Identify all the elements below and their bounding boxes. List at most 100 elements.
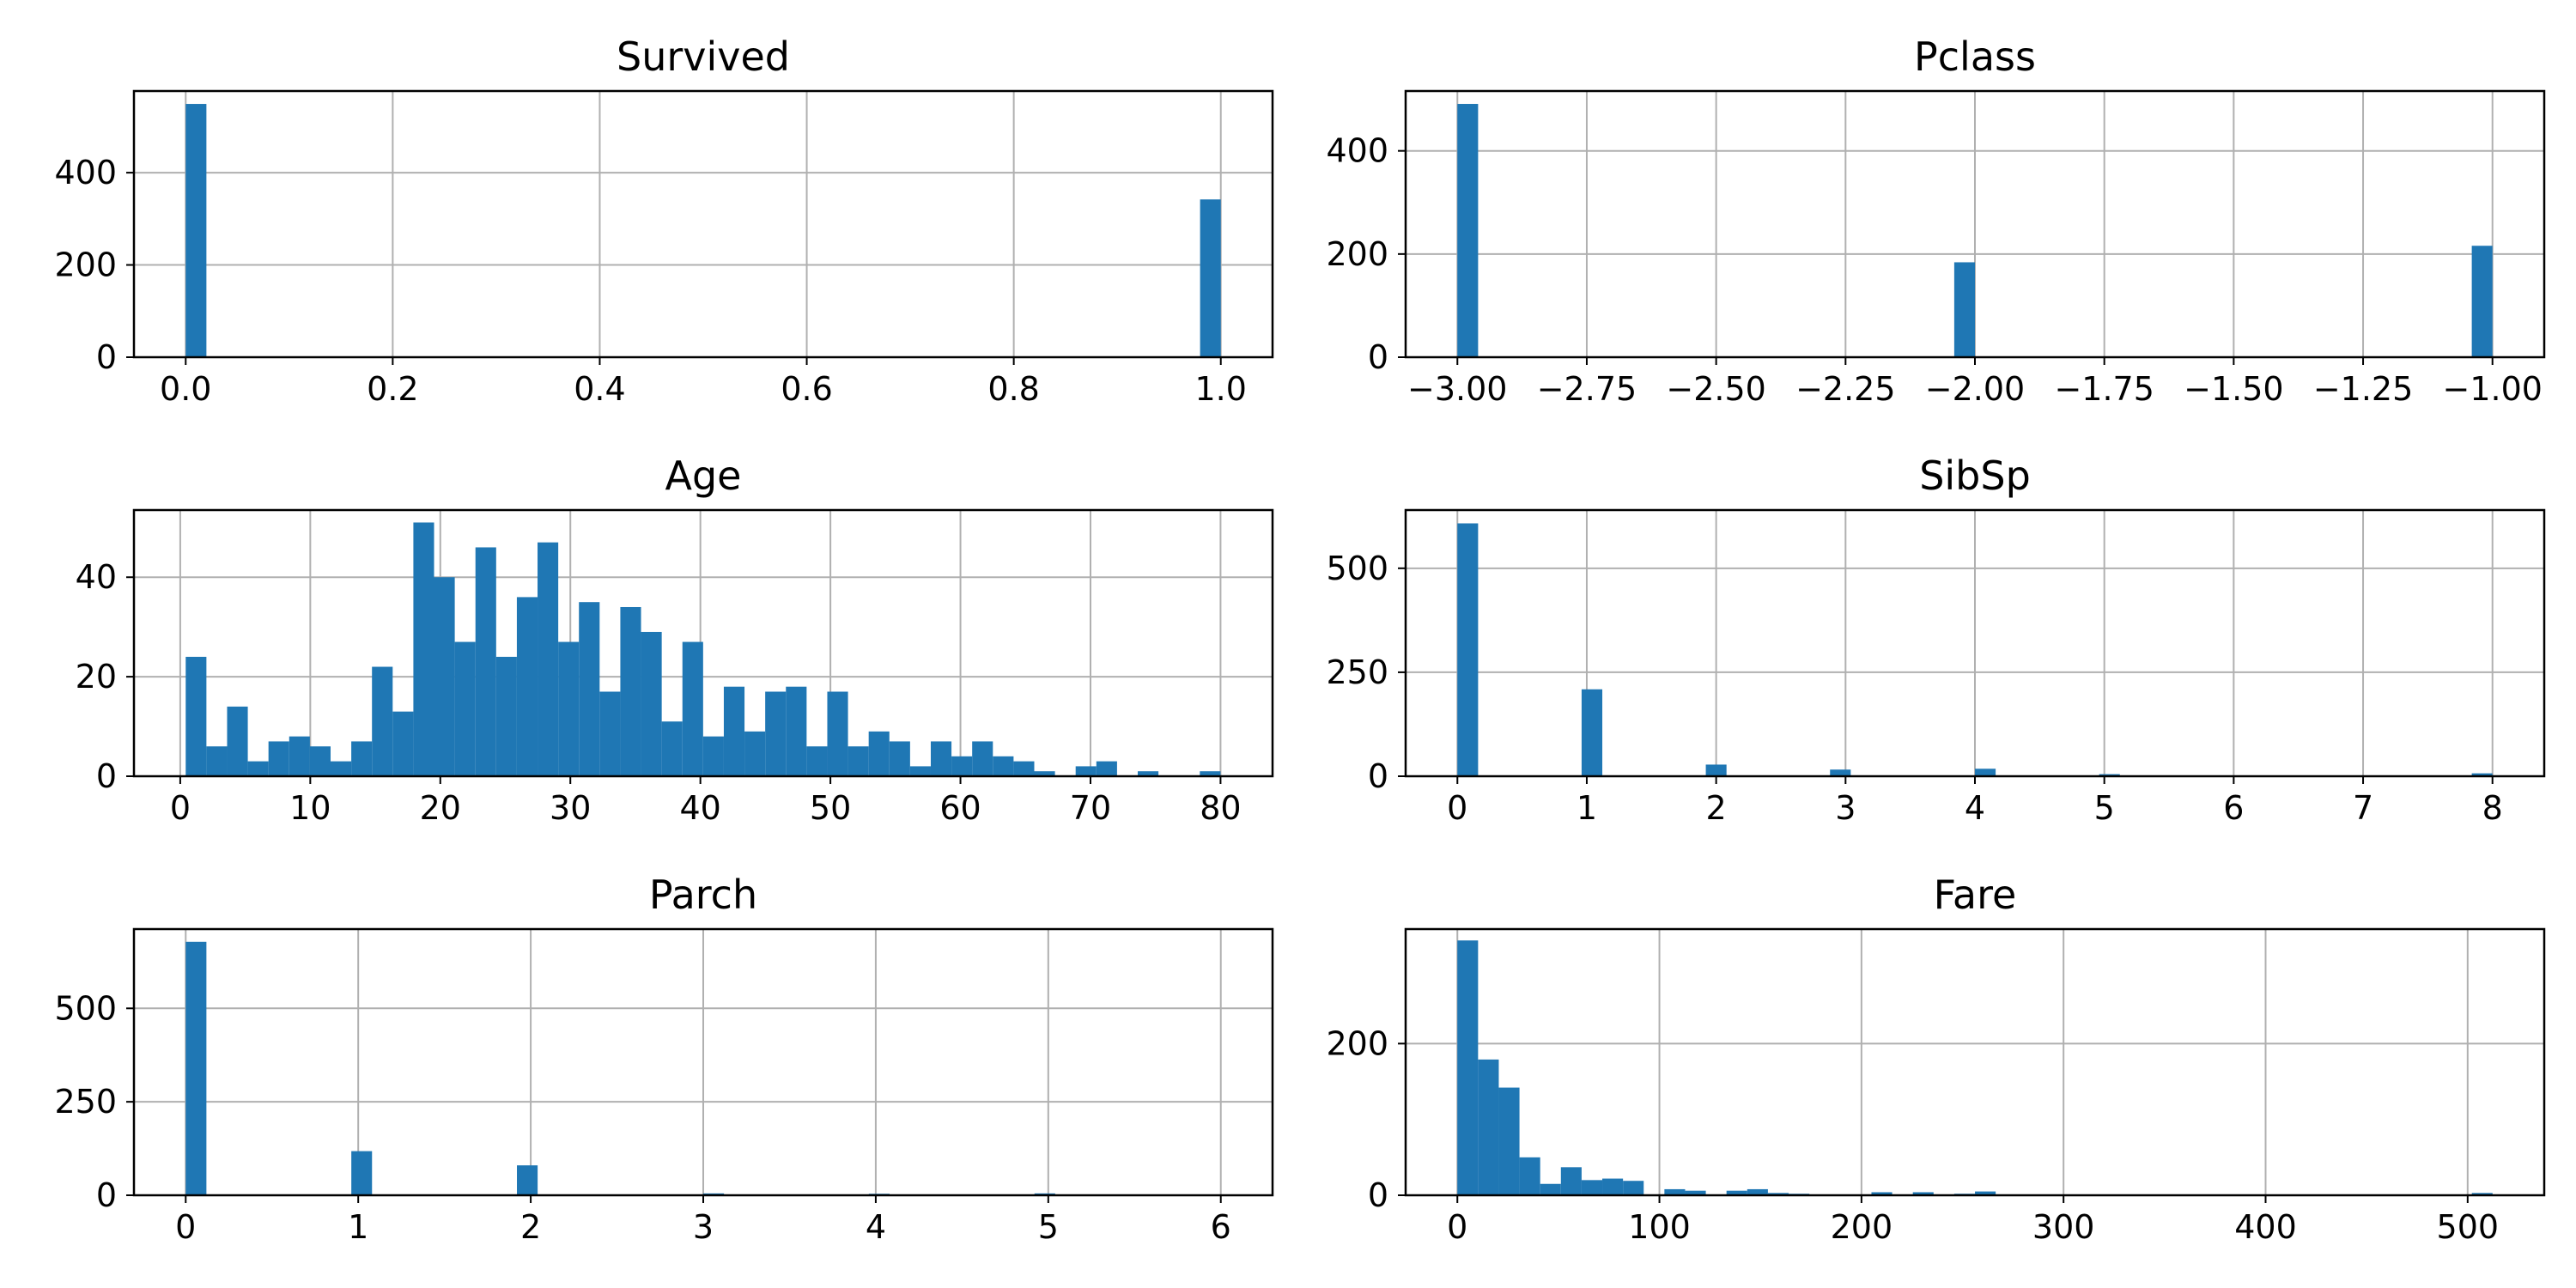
subplot-pclass: −3.00 −2.75 −2.50 −2.25 −2.00 −1.75 −1.50 −1.25… (1326, 33, 2546, 408)
sibsp-ytick-label: 0 (1368, 757, 1388, 795)
parch-ytick-label: 0 (96, 1176, 117, 1214)
pclass-ytick-label: 0 (1368, 338, 1388, 376)
pclass-xtick-label: −2.25 (1795, 370, 1895, 408)
fare-bar (1519, 1157, 1540, 1195)
age-bar (951, 756, 973, 776)
age-bar (723, 686, 745, 776)
age-bar (682, 641, 703, 776)
subplot-fare: 0 100 200 300 400 500 0 200 Fare (1326, 872, 2546, 1246)
age-bar (889, 741, 910, 776)
fare-bar (1581, 1180, 1603, 1195)
age-ytick-label: 40 (76, 558, 117, 596)
age-bar (372, 666, 393, 776)
age-bar (454, 641, 476, 776)
pclass-title: Pclass (1914, 33, 2036, 80)
pclass-bar (2471, 246, 2493, 357)
subplot-age: 0 10 20 30 40 50 60 70 80 0 20 40 Age (76, 453, 1274, 827)
pclass-xtick-label: −1.25 (2313, 370, 2413, 408)
age-bar (247, 761, 269, 776)
sibsp-bar (1705, 764, 1727, 776)
age-bar (661, 721, 683, 776)
sibsp-bar (1457, 523, 1479, 776)
sibsp-ytick-label: 500 (1326, 550, 1388, 587)
age-bar (392, 711, 414, 776)
survived-xtick-label: 0.6 (781, 370, 832, 408)
fare-bar (1457, 940, 1479, 1195)
fare-bar (1478, 1059, 1499, 1195)
pclass-xtick-label: −1.75 (2054, 370, 2154, 408)
age-bar (993, 756, 1014, 776)
sibsp-ytick-label: 250 (1326, 653, 1388, 691)
age-bar (309, 746, 331, 776)
sibsp-bar (1830, 769, 1851, 776)
fare-xtick-label: 300 (2032, 1208, 2095, 1246)
fare-bar (1685, 1190, 1706, 1195)
age-xtick-label: 80 (1200, 789, 1241, 827)
sibsp-bar (2471, 773, 2493, 776)
age-xtick-label: 0 (170, 789, 191, 827)
parch-xtick-label: 2 (520, 1208, 541, 1246)
parch-bar (517, 1165, 538, 1195)
age-bar (848, 746, 869, 776)
age-bar (538, 542, 559, 776)
age-bar (351, 741, 373, 776)
fare-xtick-label: 0 (1447, 1208, 1467, 1246)
sibsp-xtick-label: 2 (1706, 789, 1727, 827)
age-bar (227, 706, 248, 776)
fare-xtick-label: 100 (1628, 1208, 1691, 1246)
survived-ytick-label: 0 (96, 338, 117, 376)
pclass-ytick-label: 200 (1326, 235, 1388, 273)
survived-title: Survived (617, 33, 790, 80)
age-bar (641, 631, 662, 776)
parch-bar (185, 941, 207, 1195)
sibsp-xtick-label: 8 (2482, 789, 2503, 827)
age-bar (289, 736, 310, 776)
fare-bar (1912, 1192, 1934, 1195)
survived-xtick-label: 0.4 (574, 370, 625, 408)
parch-title: Parch (649, 872, 757, 918)
age-bar (1138, 771, 1159, 776)
parch-xtick-label: 1 (348, 1208, 368, 1246)
survived-xtick-label: 0.8 (987, 370, 1039, 408)
fare-ytick-label: 200 (1326, 1024, 1388, 1062)
age-ytick-label: 20 (76, 658, 117, 696)
parch-bar (351, 1151, 373, 1195)
age-bar (558, 641, 580, 776)
fare-bar (1560, 1167, 1582, 1195)
age-bar (1013, 761, 1035, 776)
survived-xtick-label: 0.2 (367, 370, 418, 408)
fare-bar (1498, 1087, 1520, 1195)
fare-bar (1767, 1193, 1789, 1195)
age-bar (806, 746, 828, 776)
age-bar (579, 602, 600, 776)
parch-ytick-label: 500 (54, 989, 117, 1027)
pclass-xtick-label: −2.75 (1537, 370, 1637, 408)
age-axes-frame (132, 508, 1274, 778)
age-bar (516, 597, 538, 776)
age-xtick-label: 60 (939, 789, 981, 827)
age-bar (268, 741, 289, 776)
fare-xtick-label: 400 (2234, 1208, 2297, 1246)
age-bar (330, 761, 352, 776)
age-xtick-label: 30 (550, 789, 591, 827)
sibsp-bar (1975, 769, 1996, 776)
age-bar (909, 766, 931, 776)
parch-xtick-label: 5 (1038, 1208, 1059, 1246)
age-bar (972, 741, 993, 776)
pclass-bar (1953, 262, 1975, 357)
age-bar (827, 691, 848, 776)
parch-xtick-label: 0 (175, 1208, 196, 1246)
fare-bar (1975, 1191, 1996, 1195)
pclass-xtick-label: −1.50 (2184, 370, 2283, 408)
sibsp-xtick-label: 7 (2353, 789, 2373, 827)
fare-bar (2471, 1193, 2493, 1195)
age-bar (495, 656, 517, 776)
age-bar (868, 731, 890, 776)
age-title: Age (665, 453, 742, 499)
fare-bar (1747, 1188, 1768, 1195)
fare-bar (1726, 1190, 1747, 1195)
subplot-survived: 0.0 0.2 0.4 0.6 0.8 1.0 0 200 400 Survived (54, 33, 1274, 408)
age-bar (413, 522, 434, 776)
